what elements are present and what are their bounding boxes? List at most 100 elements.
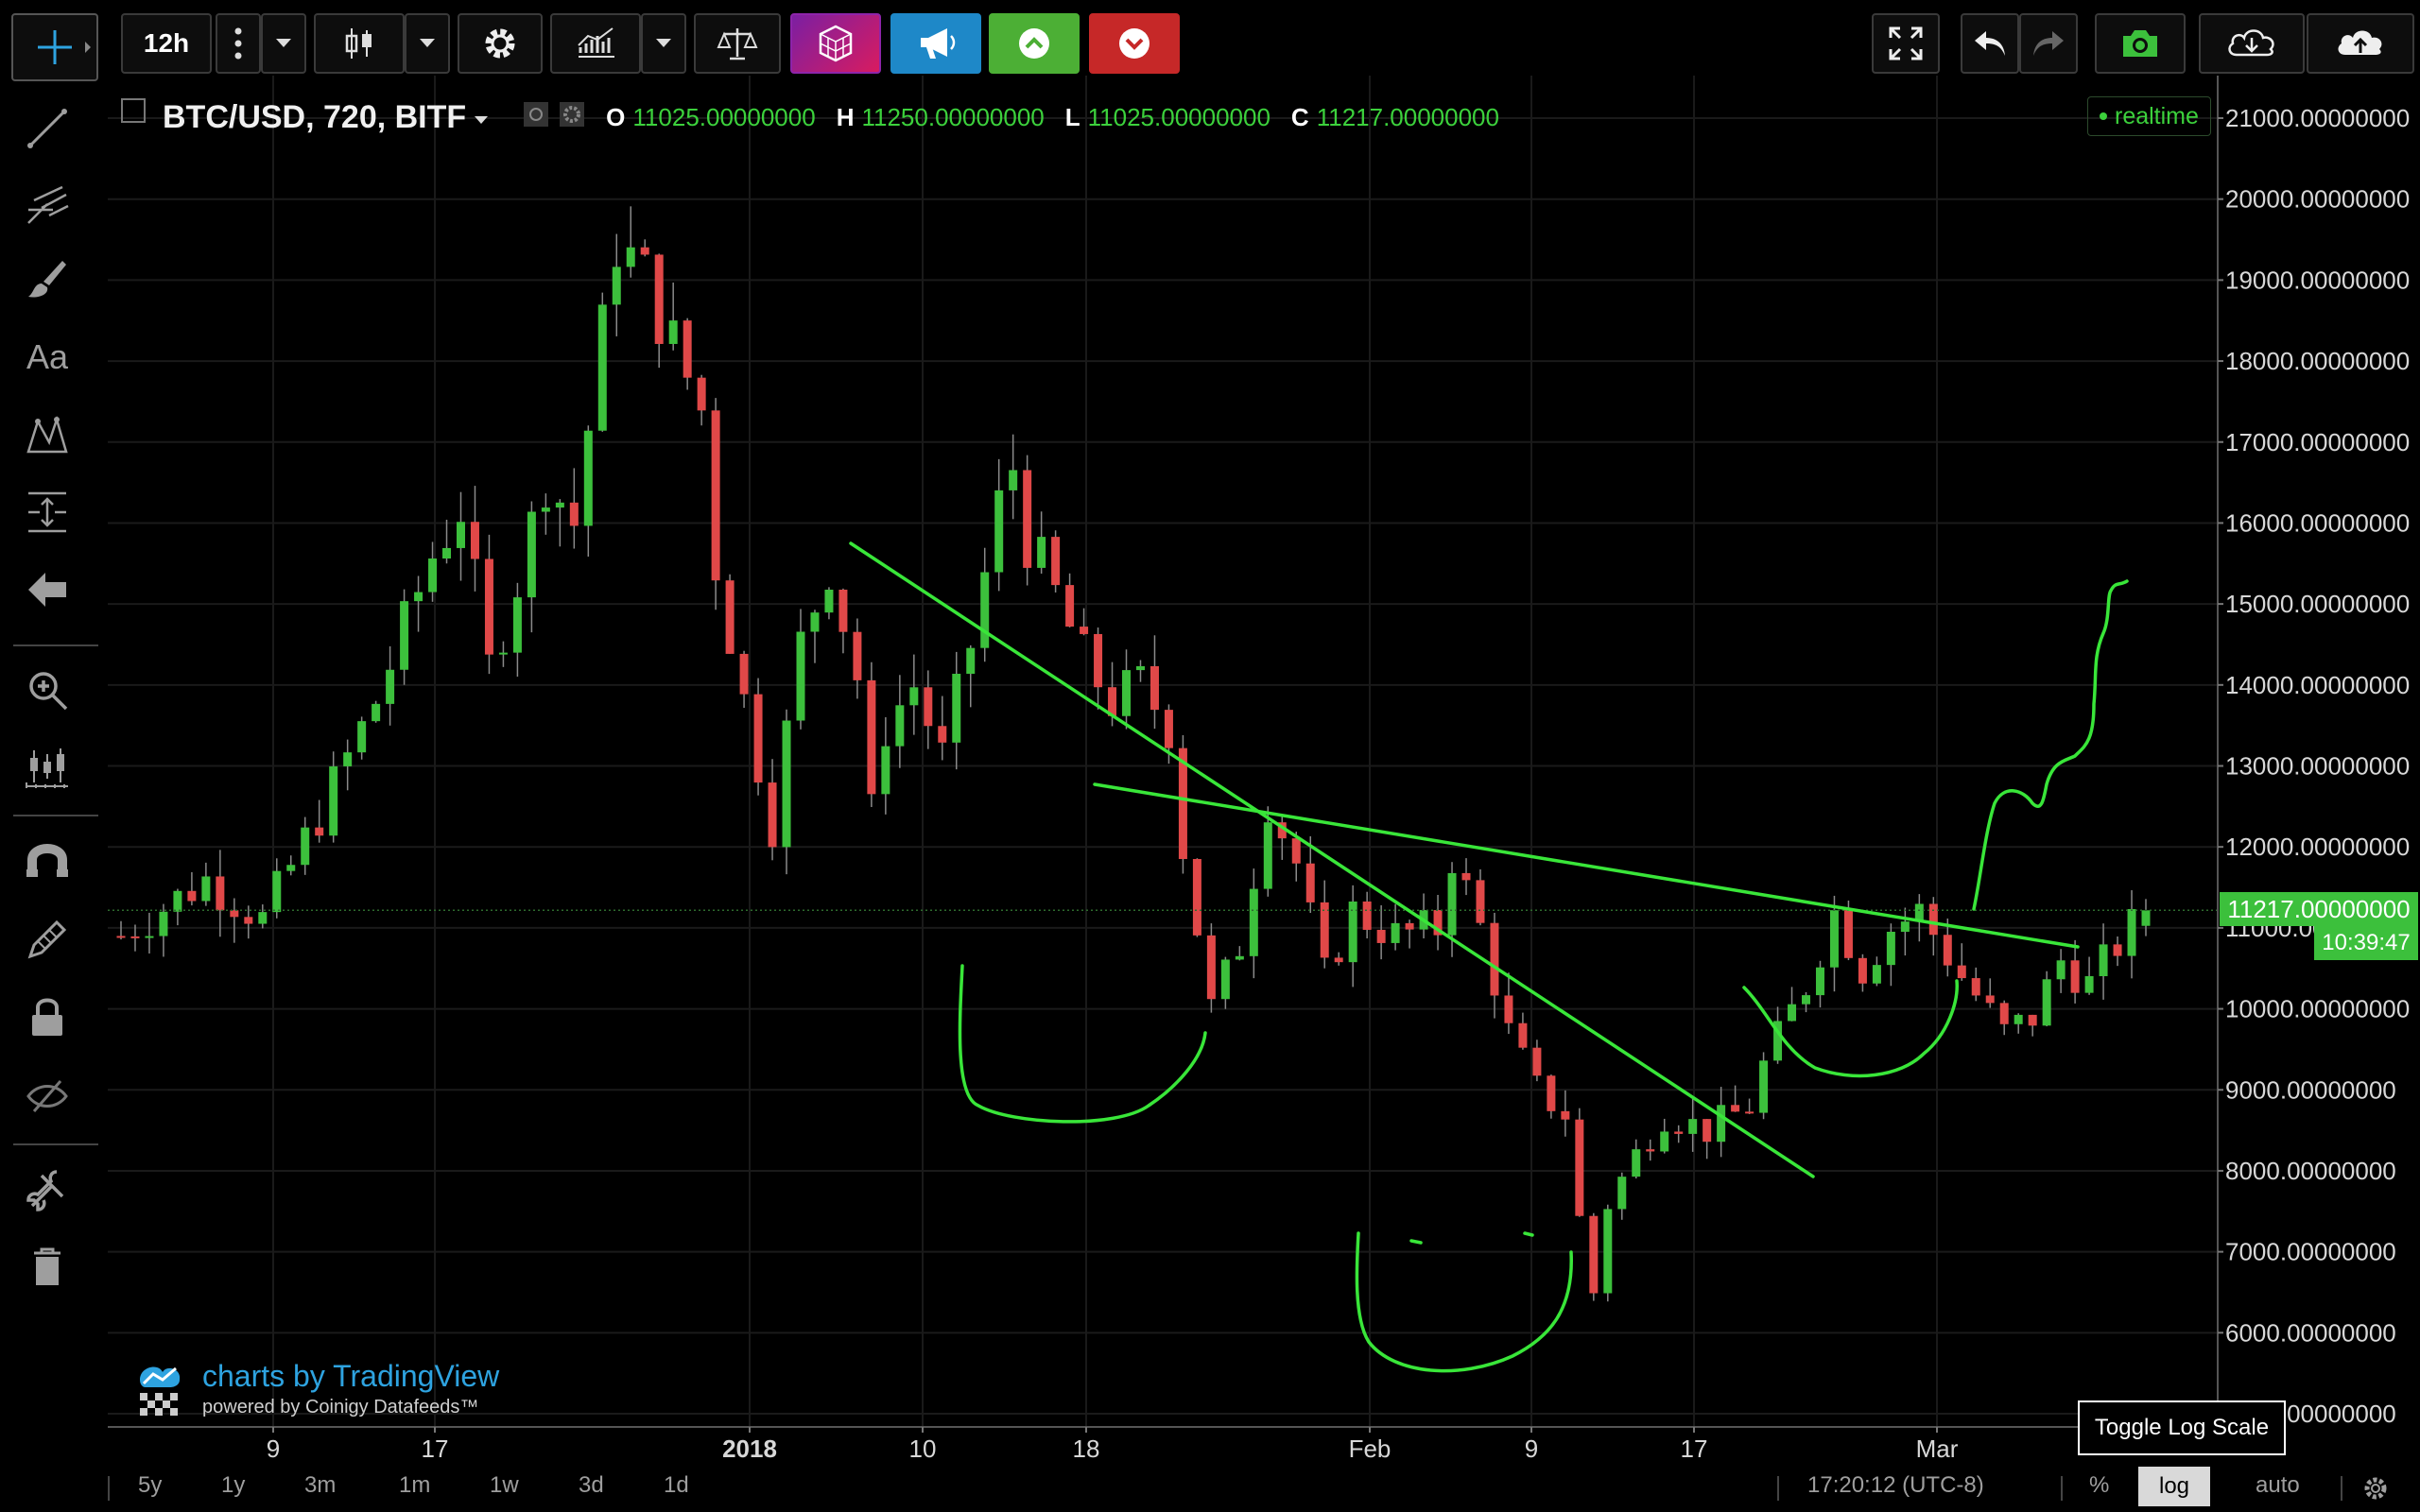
range-3d[interactable]: 3d [579, 1472, 604, 1498]
hide-all-drawings-tool[interactable] [17, 1068, 78, 1128]
magnet-tool[interactable] [17, 833, 78, 894]
chart-type-dropdown[interactable] [405, 13, 450, 74]
percent-scale-toggle[interactable]: % [2089, 1472, 2110, 1498]
neckline[interactable] [1093, 782, 2080, 949]
redo-button[interactable] [2019, 13, 2078, 74]
chart-type-button[interactable] [314, 13, 405, 74]
auto-scale-toggle[interactable]: auto [2256, 1472, 2300, 1498]
symbol-dropdown-icon[interactable] [474, 103, 489, 132]
buy-button[interactable] [989, 13, 1080, 74]
range-1m[interactable]: 1m [399, 1472, 431, 1498]
watermark-title[interactable]: charts by TradingView [202, 1359, 500, 1393]
legend-eye-icon[interactable] [523, 101, 549, 134]
range-1d[interactable]: 1d [664, 1472, 689, 1498]
crosshair-expand-icon[interactable] [83, 40, 93, 55]
candle-body [470, 522, 479, 559]
eye-off-icon [25, 1074, 70, 1124]
candle [1943, 918, 1952, 977]
candle [1291, 831, 1301, 882]
legend-collapse-button[interactable] [121, 98, 146, 123]
candle [853, 618, 862, 699]
candle-body [1080, 627, 1089, 634]
candle-body [1405, 922, 1414, 930]
downtrend-line[interactable] [849, 541, 1815, 1178]
candle [1122, 649, 1132, 730]
undo-button[interactable] [1961, 13, 2019, 74]
interval-dropdown-button[interactable] [261, 13, 306, 74]
sell-button[interactable] [1089, 13, 1180, 74]
remove-drawings-tool[interactable] [17, 1238, 78, 1298]
drawing-tools-menu[interactable] [17, 1162, 78, 1223]
right-shoulder-curve[interactable] [1742, 979, 1959, 1078]
snapshot-button[interactable] [2095, 13, 2186, 74]
candle [1532, 1040, 1542, 1082]
bars-tool[interactable] [17, 739, 78, 799]
candle-body [1914, 903, 1924, 922]
fullscreen-button[interactable] [1872, 13, 1940, 74]
range-5y[interactable]: 5y [138, 1472, 163, 1498]
bottom-separator [2341, 1476, 2342, 1501]
measure-tool[interactable] [17, 484, 78, 544]
candle [1334, 952, 1343, 966]
interval-more-button[interactable] [216, 13, 261, 74]
interval-button[interactable]: 12h [121, 13, 212, 74]
save-layout-button[interactable] [2307, 13, 2414, 74]
symbol-title[interactable]: BTC/USD, 720, BITF [163, 98, 467, 135]
head-eye-right[interactable] [1523, 1231, 1534, 1237]
crosshair-button[interactable] [11, 13, 98, 81]
candle-body [1094, 633, 1103, 688]
cube-button[interactable] [790, 13, 881, 74]
price-axis[interactable]: 21000.00000000 20000.00000000 19000.000000… [2218, 104, 2410, 1428]
load-layout-button[interactable] [2199, 13, 2305, 74]
candle [938, 696, 947, 761]
left-shoulder-curve[interactable] [958, 964, 1207, 1124]
tools-icon [25, 1168, 70, 1218]
projection-curve[interactable] [1972, 579, 2129, 911]
announcement-button[interactable] [890, 13, 981, 74]
cloud-upload-icon [2332, 25, 2389, 62]
candle [1249, 868, 1258, 979]
range-3m[interactable]: 3m [304, 1472, 337, 1498]
chart-settings-icon[interactable] [2361, 1474, 2390, 1507]
log-scale-toggle[interactable]: log [2138, 1467, 2211, 1506]
range-1w[interactable]: 1w [490, 1472, 519, 1498]
legend-gear-icon[interactable] [559, 101, 585, 134]
utc-clock[interactable]: 17:20:12 (UTC-8) [1807, 1472, 1984, 1498]
hide-drawings-tool[interactable] [17, 561, 78, 622]
zoom-tool[interactable] [17, 662, 78, 722]
candle [173, 888, 182, 926]
candle [952, 651, 961, 770]
indicators-button[interactable] [550, 13, 641, 74]
bottom-separator [2061, 1476, 2063, 1501]
lock-drawings-tool[interactable] [17, 988, 78, 1049]
candle-body [1476, 880, 1485, 923]
candle-body [372, 703, 381, 722]
pitchfork-tool[interactable] [17, 176, 78, 236]
brush-tool[interactable] [17, 251, 78, 312]
settings-button[interactable] [458, 13, 543, 74]
candle [414, 576, 424, 632]
candle [1405, 919, 1414, 949]
candle-body [1561, 1110, 1570, 1120]
trend-line-tool[interactable] [17, 100, 78, 161]
time-tick-label: Mar [1916, 1435, 1959, 1463]
candle-body [640, 247, 649, 255]
user-drawings[interactable] [849, 541, 2129, 1373]
candle [2113, 936, 2122, 967]
candle-body [1660, 1131, 1669, 1152]
stay-in-drawing-mode-tool[interactable] [17, 911, 78, 971]
head-eye-left[interactable] [1409, 1239, 1423, 1245]
pattern-tool[interactable] [17, 408, 78, 469]
candle [1788, 987, 1797, 1022]
text-tool[interactable]: Aa [17, 327, 78, 387]
time-tick-label: 9 [1525, 1435, 1538, 1463]
time-tick-label: 18 [1073, 1435, 1100, 1463]
candle [2028, 1014, 2037, 1037]
head-curve[interactable] [1355, 1231, 1573, 1373]
time-axis[interactable]: 9 17 2018 10 18 Feb 9 17 Mar [267, 1427, 1959, 1463]
compare-button[interactable] [694, 13, 781, 74]
range-1y[interactable]: 1y [221, 1472, 246, 1498]
watermark-subtitle: powered by Coinigy Datafeeds™ [202, 1397, 479, 1418]
indicators-dropdown[interactable] [641, 13, 686, 74]
